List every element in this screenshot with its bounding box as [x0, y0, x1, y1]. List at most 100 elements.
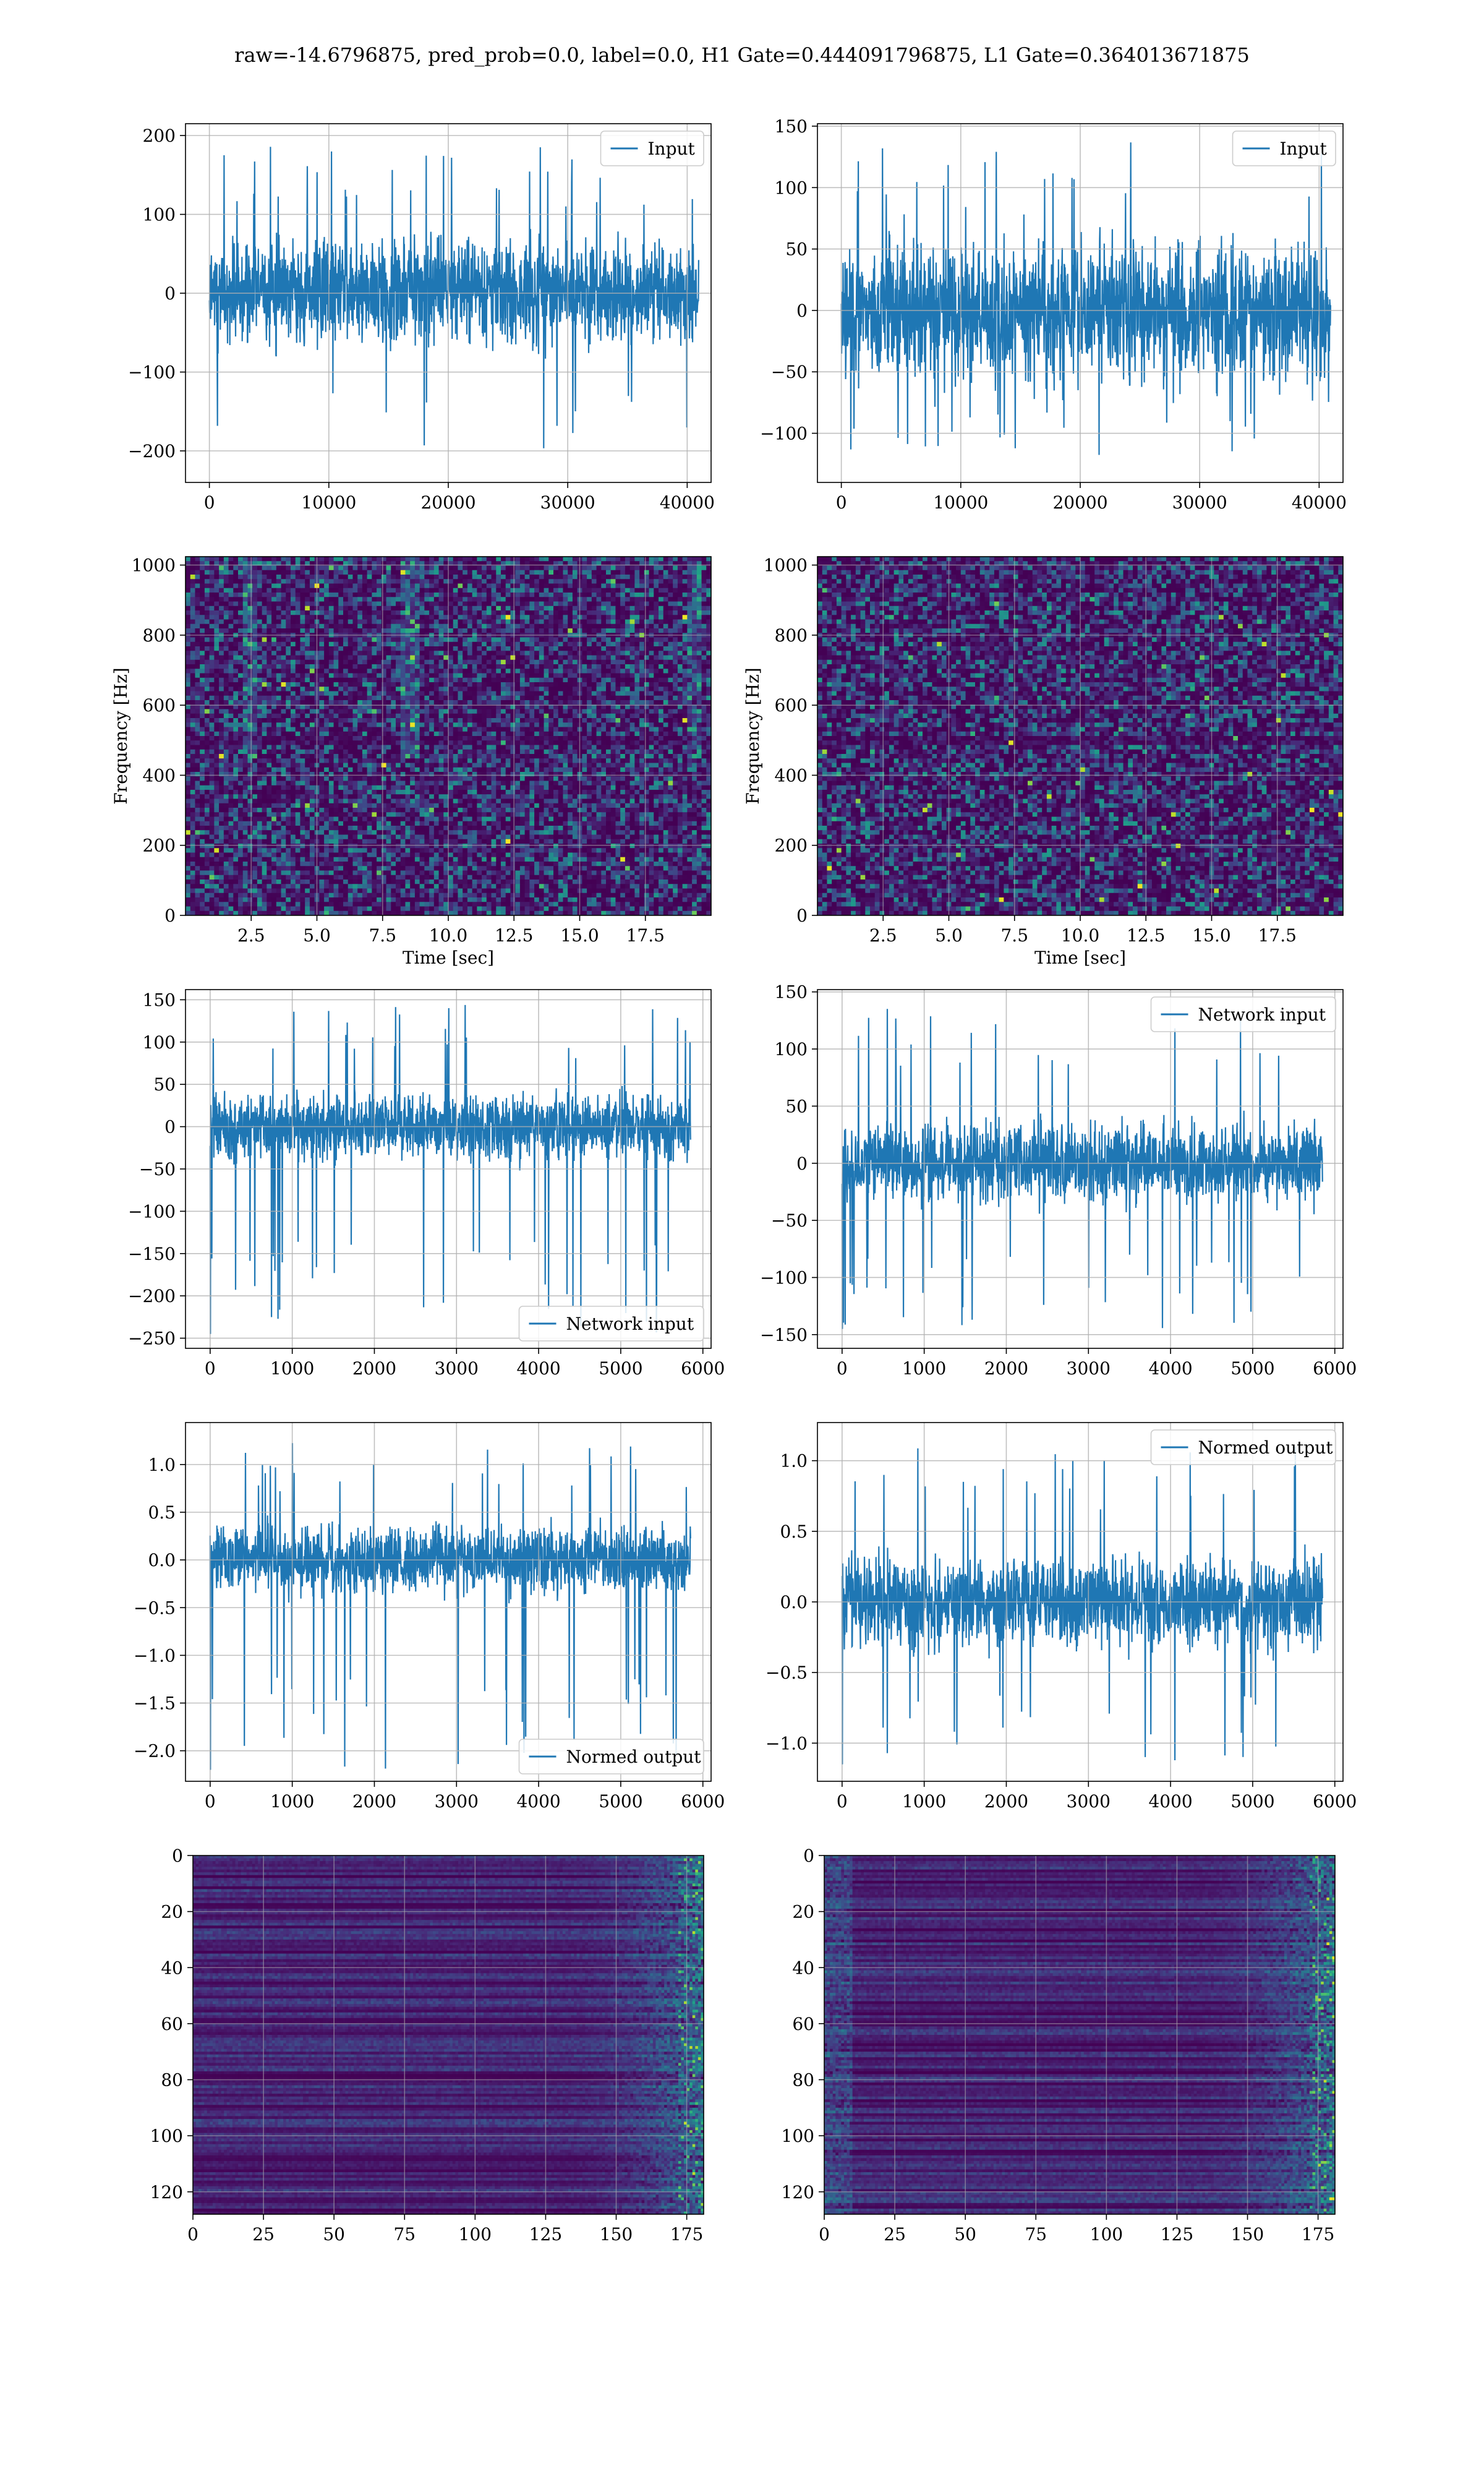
- x-tick-label: 17.5: [626, 925, 665, 946]
- x-tick-label: 2.5: [237, 925, 265, 946]
- y-tick-label: 800: [143, 625, 176, 646]
- y-tick-label: 60: [161, 2014, 183, 2034]
- x-tick-label: 5000: [1230, 1358, 1274, 1379]
- y-tick-label: 0: [796, 301, 808, 321]
- panel-l1-input: 0 10000 20000 30000 40000−100−50050100150Inp…: [760, 116, 1347, 513]
- y-tick-label: 150: [775, 116, 808, 137]
- x-tick-label: 2000: [352, 1791, 396, 1812]
- y-tick-label: 200: [775, 836, 808, 856]
- y-tick-label: 50: [153, 1074, 176, 1095]
- y-tick-label: 80: [161, 2070, 183, 2091]
- panels: 0 10000 20000 30000 40000−200−1000100200Inpu…: [111, 116, 1357, 2245]
- y-tick-label: 400: [775, 765, 808, 785]
- x-tick-label: 75: [1025, 2224, 1047, 2245]
- x-tick-label: 50: [323, 2224, 345, 2245]
- x-tick-label: 10.0: [429, 925, 467, 946]
- y-tick-label: 200: [143, 836, 176, 856]
- y-tick-label: 40: [161, 1958, 183, 1978]
- x-tick-label: 2000: [352, 1358, 396, 1379]
- x-axis-label: Time [sec]: [403, 948, 494, 968]
- y-tick-label: 600: [143, 695, 176, 716]
- x-tick-label: 5.0: [303, 925, 331, 946]
- x-tick-label: 5000: [599, 1791, 642, 1812]
- y-tick-label: 1.0: [148, 1455, 176, 1475]
- x-tick-label: 12.5: [1127, 925, 1165, 946]
- y-tick-label: 0: [803, 1846, 814, 1866]
- y-tick-label: −150: [128, 1244, 176, 1264]
- x-tick-label: 4000: [516, 1791, 560, 1812]
- x-tick-label: 100: [1090, 2224, 1123, 2245]
- y-tick-label: −150: [760, 1325, 808, 1345]
- plot-content: [824, 1856, 1336, 2215]
- legend: Normed output: [519, 1739, 704, 1774]
- panel-h1-normed-output: 0 1000 2000 3000 4000 5000 6000−2.0−1.5−1.0−0.…: [134, 1423, 725, 1812]
- x-tick-label: 5.0: [935, 925, 963, 946]
- plot-content: [817, 557, 1344, 916]
- panel-l1-normed-output: 0 1000 2000 3000 4000 5000 6000−1.0−0.50.00.51…: [765, 1423, 1357, 1812]
- x-tick-label: 0: [819, 2224, 830, 2245]
- x-tick-label: 3000: [435, 1358, 479, 1379]
- y-tick-label: −200: [128, 1286, 176, 1306]
- y-tick-label: −50: [771, 362, 808, 382]
- y-tick-label: 0: [164, 283, 176, 304]
- x-tick-label: 7.5: [1000, 925, 1028, 946]
- x-tick-label: 1000: [270, 1358, 314, 1379]
- x-tick-label: 30000: [540, 492, 595, 513]
- x-tick-label: 6000: [1313, 1358, 1357, 1379]
- y-tick-label: −200: [128, 441, 176, 461]
- y-tick-label: −50: [771, 1210, 808, 1231]
- y-axis-label: Frequency [Hz]: [743, 667, 763, 804]
- x-tick-label: 150: [1231, 2224, 1264, 2245]
- x-tick-label: 20000: [420, 492, 475, 513]
- legend-label: Network input: [566, 1314, 694, 1334]
- x-tick-label: 0: [204, 492, 215, 513]
- x-tick-label: 1000: [270, 1791, 314, 1812]
- x-tick-label: 75: [393, 2224, 416, 2245]
- y-tick-label: −100: [760, 1267, 808, 1288]
- x-tick-label: 4000: [1148, 1791, 1192, 1812]
- legend: Normed output: [1151, 1430, 1336, 1465]
- y-tick-label: 100: [775, 178, 808, 198]
- legend: Network input: [1151, 997, 1336, 1032]
- x-tick-label: 12.5: [495, 925, 533, 946]
- y-tick-label: 1000: [764, 555, 808, 576]
- y-tick-label: −0.5: [765, 1663, 808, 1683]
- y-tick-label: 0.0: [780, 1592, 808, 1612]
- panel-l1-network-input: 0 1000 2000 3000 4000 5000 6000−150−100−500501…: [760, 982, 1357, 1379]
- y-tick-label: −0.5: [134, 1598, 176, 1618]
- x-tick-label: 20000: [1052, 492, 1107, 513]
- x-tick-label: 2000: [984, 1791, 1028, 1812]
- x-tick-label: 3000: [435, 1791, 479, 1812]
- x-tick-label: 6000: [1313, 1791, 1357, 1812]
- y-tick-label: 400: [143, 765, 176, 785]
- y-tick-label: 60: [792, 2014, 814, 2034]
- x-tick-label: 2000: [984, 1358, 1028, 1379]
- x-tick-label: 10000: [301, 492, 356, 513]
- x-tick-label: 2.5: [869, 925, 897, 946]
- x-tick-label: 40000: [1292, 492, 1347, 513]
- legend-label: Network input: [1198, 1004, 1326, 1025]
- y-tick-label: 0: [172, 1846, 183, 1866]
- x-tick-label: 5000: [1230, 1791, 1274, 1812]
- y-tick-label: 50: [785, 239, 808, 260]
- y-tick-label: 600: [775, 695, 808, 716]
- x-tick-label: 40000: [660, 492, 715, 513]
- y-tick-label: 100: [143, 205, 176, 225]
- y-tick-label: −100: [128, 1201, 176, 1222]
- y-tick-label: 150: [143, 990, 176, 1010]
- plot-content: [186, 557, 712, 916]
- x-tick-label: 100: [459, 2224, 492, 2245]
- y-tick-label: 120: [150, 2182, 183, 2202]
- y-tick-label: 0.5: [148, 1502, 176, 1523]
- x-tick-label: 50: [954, 2224, 976, 2245]
- y-tick-label: −250: [128, 1329, 176, 1349]
- x-tick-label: 3000: [1067, 1358, 1111, 1379]
- y-tick-label: 40: [792, 1958, 814, 1978]
- x-tick-label: 4000: [516, 1358, 560, 1379]
- x-tick-label: 10.0: [1061, 925, 1099, 946]
- y-tick-label: 1000: [132, 555, 176, 576]
- y-tick-label: 200: [143, 126, 176, 146]
- x-tick-label: 17.5: [1258, 925, 1297, 946]
